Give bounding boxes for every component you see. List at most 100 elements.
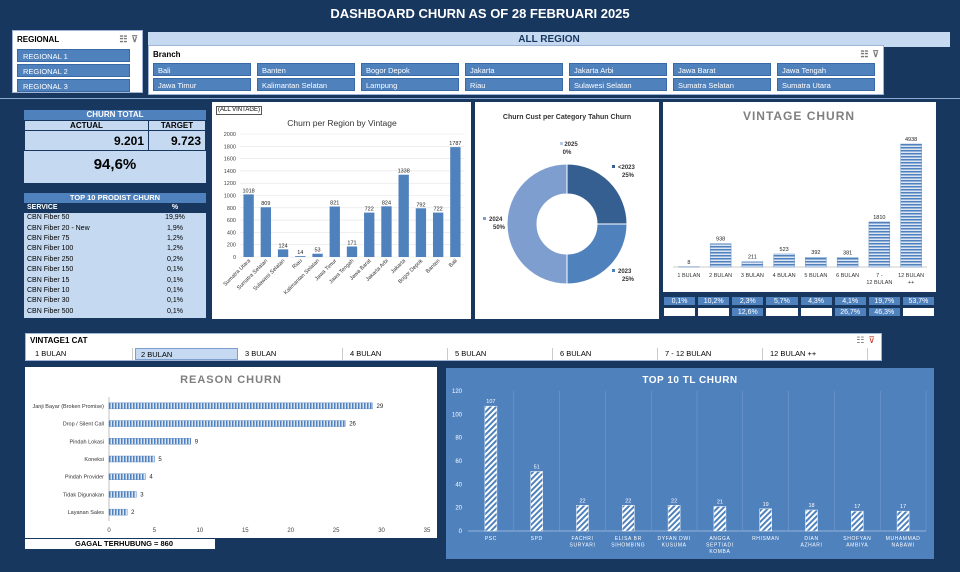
x-tick-label: RHISMAN: [752, 536, 779, 542]
vintage-item-3-bulan[interactable]: 3 BULAN: [240, 348, 343, 360]
vintage-pct-cell: 4,3%: [799, 296, 833, 306]
branch-item-bogor-depok[interactable]: Bogor Depok: [361, 63, 459, 76]
vintage-item-6-bulan[interactable]: 6 BULAN: [555, 348, 658, 360]
data-label: 18: [808, 503, 814, 509]
top10-tl-chart: TOP 10 TL CHURN 0 20 40 60 80 100 120 107 PSC 51 SP…: [446, 368, 934, 559]
pct-cell: 0,1%: [167, 266, 183, 274]
service-cell: CBN Fiber 75: [27, 234, 70, 242]
y-tick-label: 0: [233, 255, 236, 261]
branch-item-banten[interactable]: Banten: [257, 63, 355, 76]
region-item-3[interactable]: REGIONAL 3: [17, 79, 130, 92]
bar-sumatra-selatan: [260, 207, 272, 257]
data-label: 523: [780, 247, 789, 253]
bar-dyfan-dwi-kusuma: [667, 505, 681, 532]
churn-category-donut-chart: Churn Cust per Category Tahun Churn <2023…: [475, 102, 659, 319]
slice-2023: [566, 223, 628, 285]
vintage-pct-cell: 26,7%: [833, 307, 867, 317]
clear-filter-icon[interactable]: ⊽: [131, 34, 138, 44]
branch-item-sumatra-selatan[interactable]: Sumatra Selatan: [673, 78, 771, 91]
vintage-pct-cell: 53,7%: [901, 296, 935, 306]
branch-item-kalimantan-selatan[interactable]: Kalimantan Selatan: [257, 78, 355, 91]
vintage-pct-cell: [697, 307, 731, 317]
y-tick-label: 120: [452, 389, 463, 395]
vintage-item-1-bulan[interactable]: 1 BULAN: [30, 348, 133, 360]
branch-slicer: Branch ☷ ⊽ Bali Banten Bogor Depok Jakarta Ja…: [148, 45, 884, 95]
chart-title: VINTAGE CHURN: [743, 109, 855, 123]
bar-5-bulan: [805, 257, 827, 268]
vintage-item-4-bulan[interactable]: 4 BULAN: [345, 348, 448, 360]
bar-elisa-br-sihombing: [622, 505, 635, 532]
actual-value: 9.201: [24, 130, 149, 151]
clear-filter-icon[interactable]: ⊽: [868, 335, 875, 345]
bar-riau: [295, 256, 306, 257]
vintage-filter-dropdown[interactable]: (ALL VINTAGE): [216, 106, 262, 115]
branch-item-sulawesi-selatan[interactable]: Sulawesi Selatan: [569, 78, 667, 91]
y-tick-label: 400: [227, 230, 236, 236]
clear-filter-icon[interactable]: ⊽: [872, 49, 879, 59]
multi-select-icon[interactable]: ☷: [856, 335, 865, 345]
region-item-1[interactable]: REGIONAL 1: [17, 49, 130, 62]
region-slicer-title: REGIONAL: [17, 35, 60, 44]
vintage-pct-cell: 19,7%: [867, 296, 901, 306]
branch-item-lampung[interactable]: Lampung: [361, 78, 459, 91]
vintage-item-7-12-bulan[interactable]: 7 - 12 BULAN: [660, 348, 763, 360]
target-value: 9.723: [148, 130, 206, 151]
service-cell: CBN Fiber 50: [27, 214, 70, 222]
branch-item-jakarta-arbi[interactable]: Jakarta Arbi: [569, 63, 667, 76]
x-tick-label: Sulawesi Selatan: [252, 258, 286, 292]
vintage-item-2-bulan[interactable]: 2 BULAN: [135, 348, 238, 360]
y-tick-label: Janji Bayar (Broken Promise): [32, 404, 104, 410]
data-label: 381: [843, 251, 852, 257]
data-label: 17: [854, 504, 860, 510]
bar-tidak-digunakan: [108, 491, 137, 498]
branch-item-jawa-timur[interactable]: Jawa Timur: [153, 78, 251, 91]
branch-item-jawa-tengah[interactable]: Jawa Tengah: [777, 63, 875, 76]
vintage-item-5-bulan[interactable]: 5 BULAN: [450, 348, 553, 360]
multi-select-icon[interactable]: ☷: [119, 34, 128, 44]
pct-cell: 19,9%: [165, 214, 185, 222]
slice-label: <2023: [618, 165, 636, 171]
data-label: 9: [195, 439, 199, 445]
y-tick-label: 200: [227, 243, 236, 249]
bar-jawa-tengah: [346, 246, 358, 257]
y-tick-label: Drop / Silent Call: [63, 422, 104, 428]
branch-item-bali[interactable]: Bali: [153, 63, 251, 76]
table-row: CBN Fiber 500 0,1%: [24, 307, 206, 317]
branch-item-riau[interactable]: Riau: [465, 78, 563, 91]
vintage-item-12-bulan[interactable]: 12 BULAN ++: [765, 348, 868, 360]
bar-2-bulan: [709, 243, 732, 268]
bar-kalimantan-selatan: [312, 253, 323, 257]
vintage-pct-cell: 46,3%: [867, 307, 901, 317]
branch-slicer-title: Branch: [153, 50, 181, 59]
bar-drop-silent-call: [108, 420, 346, 427]
branch-item-jawa-barat[interactable]: Jawa Barat: [673, 63, 771, 76]
bar-jakarta-arbi: [381, 206, 392, 257]
x-tick-label: 1 BULAN: [677, 273, 700, 279]
multi-select-icon[interactable]: ☷: [860, 49, 869, 59]
bar-muhammad-nabawi: [896, 510, 910, 532]
y-tick-label: 40: [455, 482, 462, 488]
x-tick-label: Riau: [291, 258, 303, 270]
y-tick-label: Layanan Sales: [68, 510, 105, 516]
bar-psc: [484, 405, 498, 532]
region-slicer: REGIONAL ☷ ⊽ REGIONAL 1 REGIONAL 2 REGION…: [12, 30, 143, 93]
chart-title: Churn Cust per Category Tahun Churn: [503, 114, 631, 121]
data-label: 824: [382, 200, 391, 206]
bar-shofyan-ambiya: [851, 510, 864, 532]
dashboard-title: DASHBOARD CHURN AS OF 28 FEBRUARI 2025: [330, 6, 630, 21]
slice-pct: 25%: [622, 173, 635, 179]
churn-total-card: CHURN TOTAL ACTUAL TARGET 9.201 9.723 94,6…: [24, 110, 206, 183]
branch-item-jakarta[interactable]: Jakarta: [465, 63, 563, 76]
table-row: CBN Fiber 100 1,2%: [24, 244, 206, 254]
x-tick-label: 12 BULAN ++: [898, 273, 924, 286]
service-cell: CBN Fiber 100: [27, 245, 74, 253]
vintage-pct-cell: [799, 307, 833, 317]
branch-item-sumatra-utara[interactable]: Sumatra Utara: [777, 78, 875, 91]
prodist-header: TOP 10 PRODIST CHURN: [24, 193, 206, 203]
bar-pindah-provider: [108, 473, 146, 480]
bar-6-bulan: [836, 257, 859, 268]
region-item-2[interactable]: REGIONAL 2: [17, 64, 130, 77]
slice-pct: 0%: [563, 150, 572, 156]
top10-prodist-table: TOP 10 PRODIST CHURN SERVICE % CBN Fiber…: [24, 193, 206, 318]
bar-banten: [432, 212, 444, 257]
